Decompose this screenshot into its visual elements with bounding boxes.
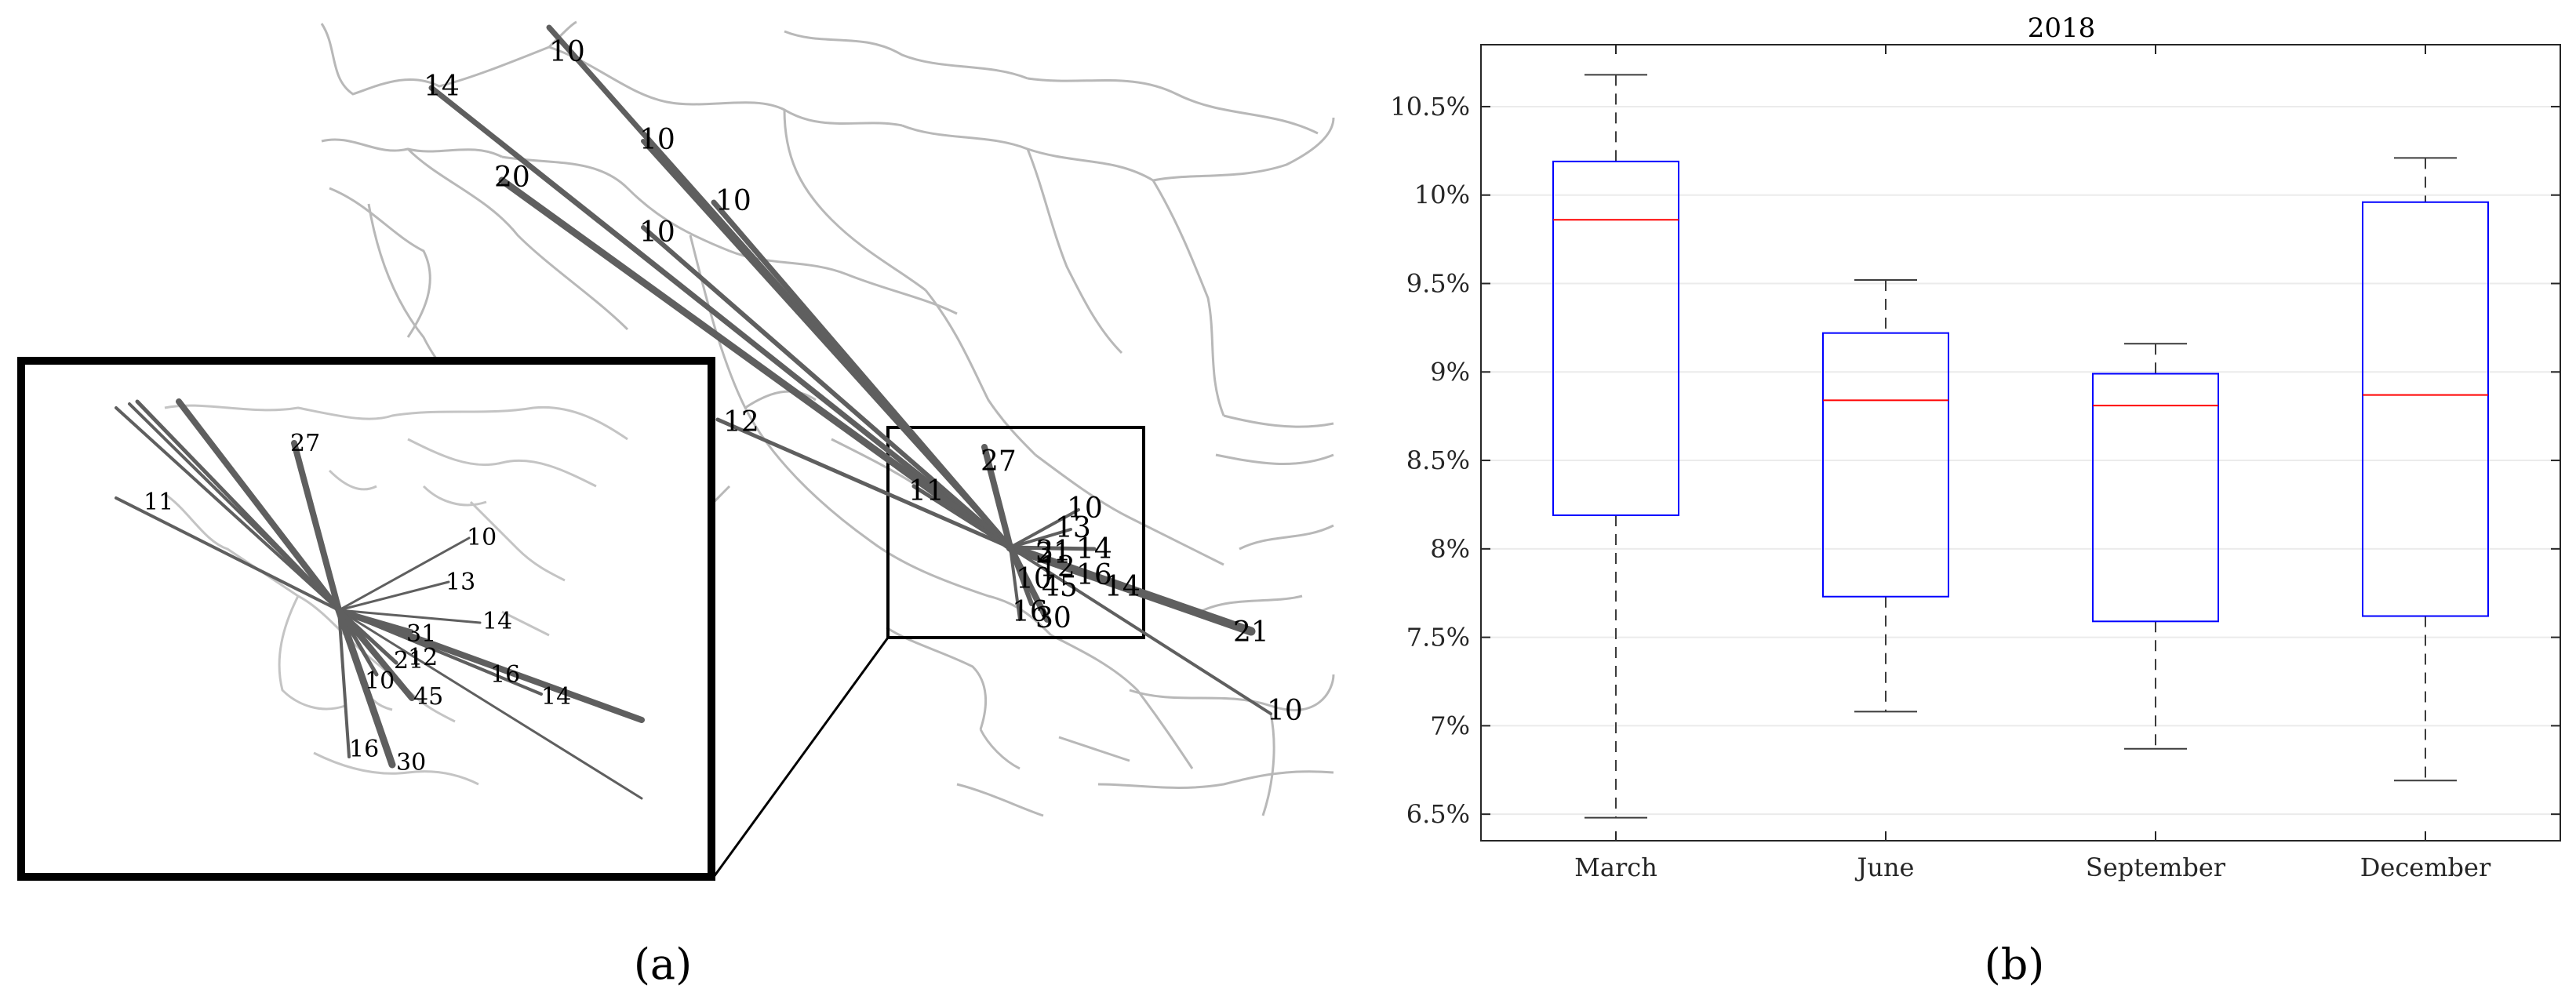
flow-label: 13 bbox=[1055, 512, 1091, 544]
zoom-region-box bbox=[886, 426, 1145, 639]
axes-frame bbox=[1480, 44, 2561, 842]
inset-flow-label: 13 bbox=[446, 569, 475, 596]
x-tick-label: March bbox=[1574, 852, 1657, 882]
flow-label: 14 bbox=[1076, 533, 1112, 565]
main-flow-labels: 10 14 10 20 10 10 12 11 27 10 13 14 31 1… bbox=[424, 36, 1303, 727]
inset-zoom-panel: 27 11 10 13 14 31 21 12 10 45 16 14 16 3… bbox=[17, 357, 715, 881]
flow-label: 10 bbox=[549, 36, 585, 68]
inset-flow-label: 14 bbox=[482, 608, 512, 635]
inset-flow-lines bbox=[115, 398, 645, 800]
map-borders bbox=[320, 20, 1335, 817]
flow-label: 14 bbox=[1104, 571, 1141, 603]
iqr-box bbox=[2092, 373, 2219, 623]
panel-a-caption: (a) bbox=[634, 940, 692, 989]
flow-label: 10 bbox=[715, 185, 751, 217]
y-tick-label: 10% bbox=[1414, 180, 1470, 210]
flow-label: 11 bbox=[908, 475, 944, 507]
flow-label: 21 bbox=[1233, 616, 1269, 649]
flow-label: 10 bbox=[639, 216, 675, 249]
y-tick-label: 8.5% bbox=[1406, 445, 1470, 475]
flow-label: 45 bbox=[1042, 571, 1078, 603]
x-tick-label: December bbox=[2360, 852, 2491, 882]
inset-flow-label: 21 bbox=[394, 647, 424, 674]
flow-label: 16 bbox=[1012, 596, 1048, 628]
y-axis-ticks: 6.5% 7% 7.5% 8% 8.5% 9% 9.5% 10% 10.5% bbox=[1390, 92, 2560, 829]
y-tick-label: 10.5% bbox=[1390, 92, 1470, 122]
flow-label: 16 bbox=[1076, 559, 1112, 591]
x-tick-label: June bbox=[1855, 852, 1915, 882]
inset-flow-label: 30 bbox=[396, 749, 426, 776]
flow-label: 21 bbox=[1035, 538, 1072, 570]
flow-label: 12 bbox=[723, 406, 759, 438]
inset-flow-labels: 27 11 10 13 14 31 21 12 10 45 16 14 16 3… bbox=[144, 430, 571, 776]
zoom-connector-top bbox=[712, 637, 890, 878]
flow-label: 31 bbox=[1035, 536, 1072, 568]
box-september bbox=[2092, 343, 2219, 750]
flow-label: 10 bbox=[1267, 695, 1303, 727]
panel-b-boxplot: 2018 6.5% 7% 7.5% 8% 8.5% 9% 9.5% 10% 10.5% Marc… bbox=[1390, 13, 2561, 989]
box-march bbox=[1552, 74, 1679, 819]
y-tick-label: 9% bbox=[1430, 357, 1470, 387]
inset-flow-label: 10 bbox=[365, 667, 395, 695]
box-december bbox=[2362, 157, 2489, 782]
inset-flow-label: 11 bbox=[144, 489, 173, 516]
inset-flow-label: 16 bbox=[349, 736, 379, 763]
inset-flow-label: 16 bbox=[490, 661, 520, 689]
inset-flow-label: 12 bbox=[408, 644, 438, 671]
y-gridlines bbox=[1481, 105, 2560, 816]
y-tick-label: 7% bbox=[1430, 711, 1470, 740]
y-tick-label: 9.5% bbox=[1406, 269, 1470, 299]
flow-label: 10 bbox=[1067, 493, 1103, 525]
y-tick-label: 6.5% bbox=[1406, 799, 1470, 829]
iqr-box bbox=[1552, 160, 1679, 516]
panel-b-caption: (b) bbox=[1985, 940, 2045, 989]
y-tick-label: 8% bbox=[1430, 534, 1470, 564]
iqr-box bbox=[2362, 201, 2489, 617]
inset-flow-label: 27 bbox=[290, 430, 320, 457]
flow-label: 30 bbox=[1035, 602, 1072, 634]
main-flow-lines bbox=[428, 24, 1272, 715]
flow-label: 14 bbox=[424, 71, 460, 103]
iqr-box bbox=[1822, 332, 1949, 598]
flow-label: 27 bbox=[981, 445, 1017, 478]
inset-flow-label: 10 bbox=[467, 524, 497, 551]
x-axis-ticks: March June September December bbox=[1574, 45, 2491, 882]
chart-title: 2018 bbox=[2028, 13, 2096, 44]
y-tick-label: 7.5% bbox=[1406, 623, 1470, 653]
inset-flow-label: 31 bbox=[406, 620, 436, 648]
flow-label: 10 bbox=[639, 124, 675, 156]
flow-label: 10 bbox=[1016, 563, 1052, 595]
box-group bbox=[1552, 74, 2489, 819]
inset-flow-label: 14 bbox=[541, 683, 571, 711]
panel-a-map: 10 14 10 20 10 10 12 11 27 10 13 14 31 1… bbox=[17, 20, 1335, 989]
flow-label: 12 bbox=[1039, 551, 1075, 583]
inset-flow-label: 45 bbox=[413, 683, 443, 711]
box-june bbox=[1822, 278, 1949, 713]
x-tick-label: September bbox=[2086, 852, 2226, 882]
inset-coastline bbox=[164, 404, 628, 786]
flow-label: 20 bbox=[494, 162, 530, 194]
